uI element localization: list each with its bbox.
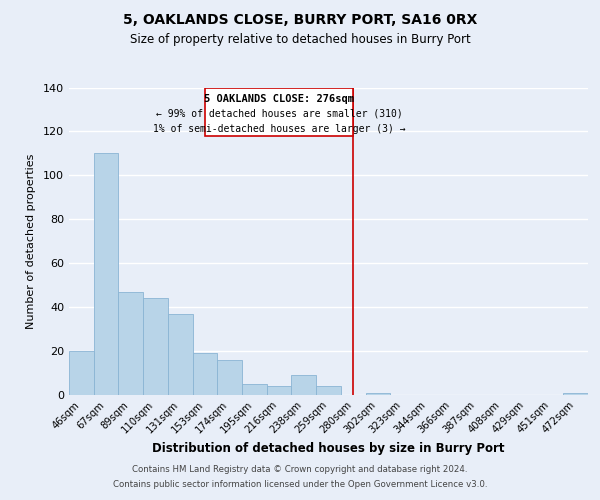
Bar bbox=[316, 386, 341, 395]
Bar bbox=[563, 393, 588, 395]
FancyBboxPatch shape bbox=[205, 88, 353, 136]
Bar bbox=[242, 384, 267, 395]
Text: Size of property relative to detached houses in Burry Port: Size of property relative to detached ho… bbox=[130, 32, 470, 46]
Bar bbox=[365, 393, 390, 395]
Bar bbox=[193, 354, 217, 395]
Bar bbox=[217, 360, 242, 395]
Bar bbox=[168, 314, 193, 395]
Text: ← 99% of detached houses are smaller (310): ← 99% of detached houses are smaller (31… bbox=[155, 108, 403, 118]
Bar bbox=[292, 375, 316, 395]
Text: 5 OAKLANDS CLOSE: 276sqm: 5 OAKLANDS CLOSE: 276sqm bbox=[204, 94, 354, 104]
Bar bbox=[118, 292, 143, 395]
Bar bbox=[143, 298, 168, 395]
Bar bbox=[69, 351, 94, 395]
Text: Contains public sector information licensed under the Open Government Licence v3: Contains public sector information licen… bbox=[113, 480, 487, 489]
X-axis label: Distribution of detached houses by size in Burry Port: Distribution of detached houses by size … bbox=[152, 442, 505, 456]
Text: Contains HM Land Registry data © Crown copyright and database right 2024.: Contains HM Land Registry data © Crown c… bbox=[132, 465, 468, 474]
Y-axis label: Number of detached properties: Number of detached properties bbox=[26, 154, 36, 329]
Bar bbox=[267, 386, 292, 395]
Bar bbox=[94, 154, 118, 395]
Text: 5, OAKLANDS CLOSE, BURRY PORT, SA16 0RX: 5, OAKLANDS CLOSE, BURRY PORT, SA16 0RX bbox=[123, 12, 477, 26]
Text: 1% of semi-detached houses are larger (3) →: 1% of semi-detached houses are larger (3… bbox=[153, 124, 406, 134]
